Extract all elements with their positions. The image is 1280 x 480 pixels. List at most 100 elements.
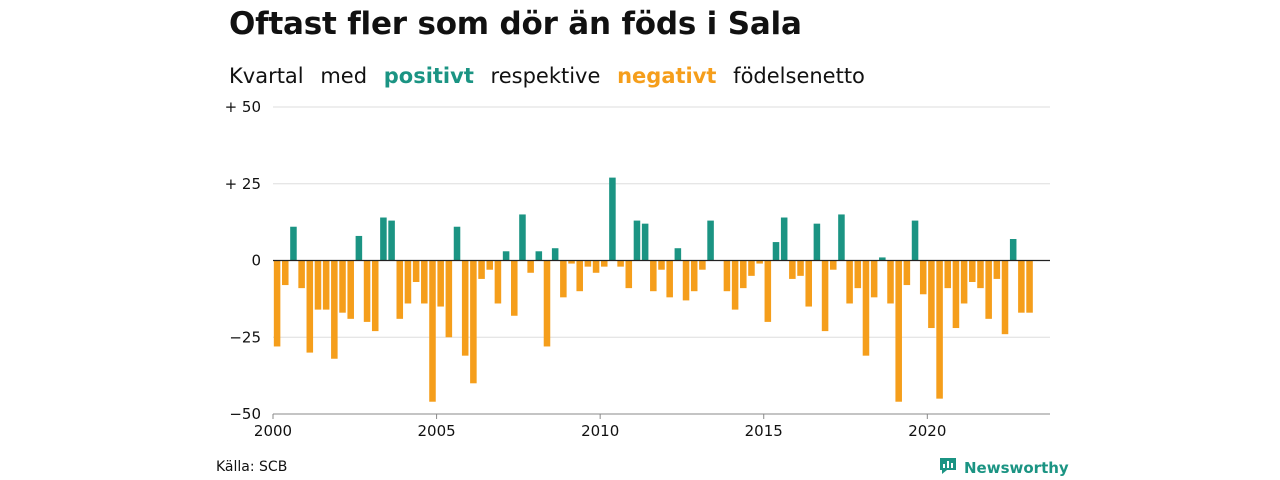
bar-negative [306,260,314,353]
bar-negative [396,260,404,319]
subtitle-word-fodelsenetto: födelsenetto [733,64,865,88]
bar-negative [511,260,518,316]
subtitle-word-med: med [320,64,368,88]
bar-negative [470,260,477,384]
subtitle-negative-word: negativt [617,64,717,88]
bar-positive [502,251,510,261]
bar-negative [682,260,690,301]
bar-negative [821,260,829,332]
bar-negative [756,260,763,264]
x-tick-label: 2000 [254,422,292,440]
x-tick-label: 2015 [745,422,783,440]
bar-negative [952,260,960,329]
bar-negative [666,260,673,298]
bar-negative [543,260,551,347]
bar-negative [805,260,812,307]
bar-positive [772,242,780,261]
subtitle-word-respektive: respektive [490,64,601,88]
chart-subtitle: Kvartal med positivt respektive negativt… [229,64,875,88]
bar-negative [944,260,952,289]
bar-negative [1001,260,1009,335]
bar-positive [290,226,297,261]
bar-negative [960,260,968,304]
y-tick-label: + 25 [225,175,261,193]
bar-negative [870,260,878,298]
bar-negative [404,260,412,304]
bar-positive [535,251,543,261]
bar-negative [322,260,330,310]
bar-negative [478,260,485,279]
bar-negative [797,260,804,276]
brand-name: Newsworthy [964,459,1069,477]
source-note: Källa: SCB [216,459,288,475]
bar-negative [421,260,428,304]
bar-negative [829,260,837,270]
bar-negative [314,260,322,310]
bar-positive [519,214,526,261]
bar-positive [813,223,821,261]
y-tick-label: 0 [251,252,261,270]
bar-negative [363,260,371,322]
bar-negative [748,260,755,276]
x-tick-label: 2005 [417,422,455,440]
bar-negative [486,260,494,270]
bar-negative [347,260,354,319]
y-tick-label: + 50 [225,98,261,116]
bar-negative [789,260,796,279]
bar-negative [461,260,469,356]
bar-negative [764,260,772,322]
bar-positive [674,248,682,261]
bar-negative [1018,260,1025,313]
bar-negative [1026,260,1033,313]
bar-negative [339,260,346,313]
bar-negative [560,260,567,298]
subtitle-word-kvartal: Kvartal [229,64,304,88]
bar-negative [445,260,453,338]
bar-positive [838,214,845,261]
bar-negative [625,260,633,289]
bar-negative [690,260,698,292]
bar-negative [887,260,894,304]
bar-positive [355,235,363,261]
bar-negative [429,260,436,402]
bar-positive [641,223,649,261]
chart-title: Oftast fler som dör än föds i Sala [229,6,802,42]
bar-negative [936,260,943,399]
bar-negative [298,260,305,289]
bar-negative [437,260,444,307]
bar-negative [993,260,1001,279]
bar-positive [380,217,387,261]
bar-negative [977,260,984,289]
bar-negative [740,260,747,289]
bar-negative [494,260,502,304]
bar-positive [911,220,919,261]
y-tick-label: −25 [229,328,261,346]
bar-negative [969,260,976,282]
bar-negative [617,260,624,267]
bar-negative [928,260,935,329]
bar-negative [584,260,592,267]
bar-negative [723,260,731,292]
bar-negative [412,260,420,282]
bar-positive [780,217,788,261]
bar-positive [707,220,714,261]
x-tick-label: 2010 [581,422,619,440]
bar-positive [551,248,559,261]
bar-positive [453,226,461,261]
bar-negative [862,260,870,356]
bar-negative [592,260,600,273]
bar-negative [273,260,281,347]
newsworthy-brand: Newsworthy [938,456,1069,480]
y-tick-label: −50 [229,405,261,423]
newsworthy-logo-icon [938,456,958,480]
subtitle-positive-word: positivt [383,64,474,88]
bar-negative [650,260,657,292]
bar-positive [1009,239,1017,261]
bar-negative [903,260,911,286]
bar-negative [282,260,289,286]
bar-negative [985,260,992,319]
bar-negative [600,260,608,267]
bar-negative [371,260,379,332]
bar-negative [854,260,862,289]
